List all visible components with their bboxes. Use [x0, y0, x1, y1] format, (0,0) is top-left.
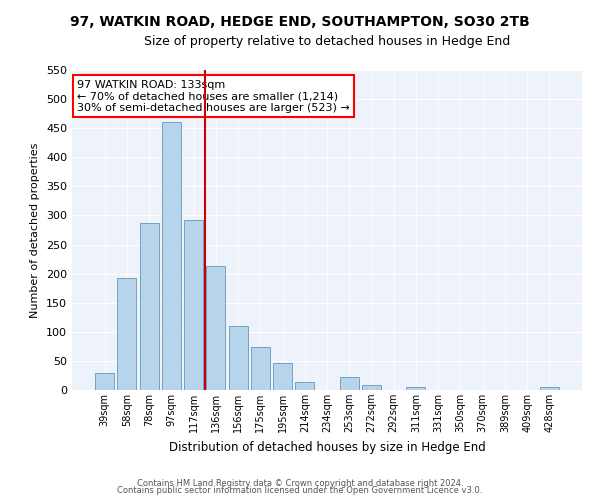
Text: Contains public sector information licensed under the Open Government Licence v3: Contains public sector information licen… — [118, 486, 482, 495]
Bar — [229, 326, 248, 390]
Text: 97, WATKIN ROAD, HEDGE END, SOUTHAMPTON, SO30 2TB: 97, WATKIN ROAD, HEDGE END, SOUTHAMPTON,… — [70, 15, 530, 29]
Bar — [184, 220, 203, 390]
Title: Size of property relative to detached houses in Hedge End: Size of property relative to detached ho… — [144, 35, 510, 48]
Text: Contains HM Land Registry data © Crown copyright and database right 2024.: Contains HM Land Registry data © Crown c… — [137, 478, 463, 488]
Bar — [162, 122, 181, 390]
Y-axis label: Number of detached properties: Number of detached properties — [31, 142, 40, 318]
Bar — [95, 372, 114, 390]
Bar — [295, 382, 314, 390]
Bar — [340, 377, 359, 390]
Bar — [118, 278, 136, 390]
Bar — [140, 223, 158, 390]
Bar — [206, 266, 225, 390]
Bar — [273, 362, 292, 390]
X-axis label: Distribution of detached houses by size in Hedge End: Distribution of detached houses by size … — [169, 440, 485, 454]
Text: 97 WATKIN ROAD: 133sqm
← 70% of detached houses are smaller (1,214)
30% of semi-: 97 WATKIN ROAD: 133sqm ← 70% of detached… — [77, 80, 350, 113]
Bar — [540, 387, 559, 390]
Bar — [362, 386, 381, 390]
Bar — [251, 347, 270, 390]
Bar — [406, 387, 425, 390]
